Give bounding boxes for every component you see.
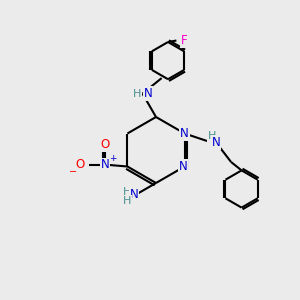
Text: N: N bbox=[100, 158, 109, 172]
Text: N: N bbox=[212, 136, 220, 149]
Text: H: H bbox=[123, 187, 131, 197]
Text: H: H bbox=[207, 131, 216, 141]
Text: H: H bbox=[123, 196, 131, 206]
Text: H: H bbox=[133, 89, 141, 99]
Text: N: N bbox=[130, 188, 138, 201]
Text: +: + bbox=[109, 154, 116, 163]
Text: N: N bbox=[179, 160, 188, 173]
Text: O: O bbox=[100, 137, 110, 151]
Text: F: F bbox=[181, 34, 188, 47]
Text: −: − bbox=[69, 167, 77, 177]
Text: N: N bbox=[180, 127, 189, 140]
Text: O: O bbox=[75, 158, 85, 172]
Text: N: N bbox=[143, 87, 152, 100]
